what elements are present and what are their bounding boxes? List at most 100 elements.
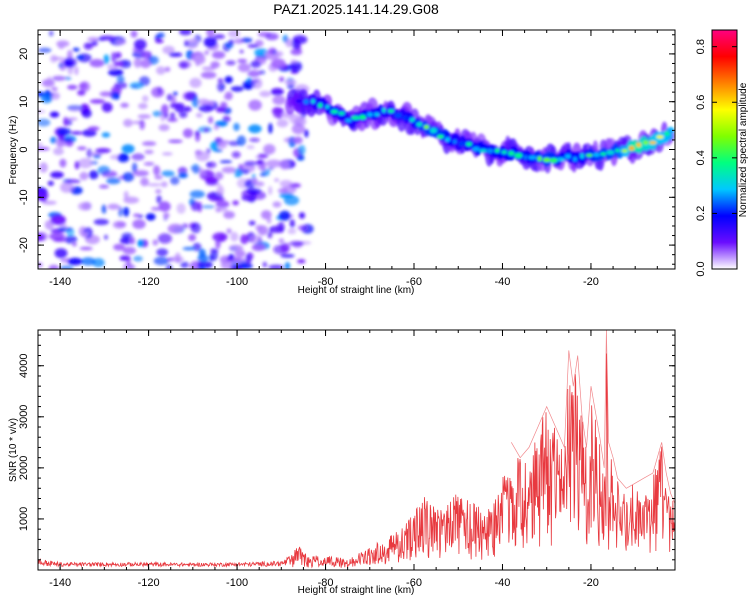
ridge-core <box>330 109 339 114</box>
noise-blob <box>279 76 285 82</box>
noise-blob <box>229 265 243 269</box>
noise-blob <box>122 246 136 255</box>
y-tick-label: 4000 <box>18 354 30 378</box>
ridge-core <box>345 118 352 123</box>
noise-blob <box>216 185 224 197</box>
noise-blob <box>134 39 147 50</box>
noise-blob <box>207 116 214 124</box>
noise-blob <box>245 253 252 265</box>
noise-blob <box>149 55 159 65</box>
ridge-core <box>508 150 515 156</box>
noise-blob <box>200 171 206 176</box>
noise-blob <box>263 144 276 155</box>
noise-blob <box>115 40 127 45</box>
noise-blob <box>117 154 130 163</box>
noise-blob <box>161 181 168 188</box>
noise-blob <box>157 32 165 39</box>
noise-blob <box>101 102 113 113</box>
signal-ridge <box>285 89 675 174</box>
noise-blob <box>240 37 253 43</box>
noise-blob <box>182 128 194 138</box>
noise-blob <box>220 101 228 109</box>
noise-blob <box>48 264 59 269</box>
noise-blob <box>232 257 245 264</box>
noise-blob <box>64 179 81 184</box>
noise-blob <box>297 144 306 156</box>
ridge-core <box>614 148 621 153</box>
noise-blob <box>89 152 104 156</box>
noise-blob <box>227 30 241 38</box>
x-tick-label: -20 <box>583 276 599 288</box>
noise-blob <box>267 231 273 239</box>
noise-blob <box>63 116 69 127</box>
noise-blob <box>112 220 126 229</box>
noise-blob <box>108 68 124 77</box>
noise-blob <box>195 151 210 162</box>
noise-blob <box>137 114 151 119</box>
noise-blob <box>170 176 180 185</box>
noise-blob <box>59 265 74 269</box>
noise-blob <box>158 124 170 132</box>
ridge-core <box>585 153 593 157</box>
noise-blob <box>56 127 72 136</box>
ridge-core <box>542 157 551 163</box>
colorbar-tick-label: 0.8 <box>695 39 707 54</box>
noise-blob <box>38 118 51 127</box>
noise-blob <box>268 122 273 134</box>
ridge-core <box>295 99 303 103</box>
noise-blob <box>114 81 128 89</box>
noise-blob <box>224 76 233 84</box>
x-tick-label: -40 <box>495 577 511 589</box>
noise-blob <box>140 50 152 59</box>
noise-blob <box>290 48 303 56</box>
noise-blob <box>268 185 273 196</box>
noise-blob <box>258 70 266 75</box>
noise-blob <box>139 76 150 86</box>
ridge-core <box>373 112 380 117</box>
noise-blob <box>276 119 289 128</box>
noise-blob <box>168 139 183 143</box>
noise-blob <box>74 66 79 76</box>
noise-blob <box>211 51 226 59</box>
noise-blob <box>280 254 295 258</box>
noise-blob <box>251 243 266 252</box>
noise-blob <box>206 161 217 169</box>
noise-blob <box>265 32 279 41</box>
noise-blob <box>104 234 108 240</box>
ridge-core <box>592 152 600 157</box>
noise-blob <box>222 115 231 123</box>
noise-blob <box>42 200 57 205</box>
noise-blob <box>230 231 239 242</box>
noise-blob <box>189 77 202 88</box>
noise-blob <box>247 79 259 83</box>
noise-blob <box>56 40 70 47</box>
noise-blob <box>67 257 83 266</box>
noise-blob <box>162 45 175 55</box>
noise-blob <box>297 259 306 264</box>
noise-blob <box>262 261 267 268</box>
x-tick-label: -140 <box>49 577 71 589</box>
spectrogram-y-axis-label: Frequency (Hz) <box>8 116 19 185</box>
ridge-core <box>537 156 542 162</box>
noise-blob <box>248 124 262 134</box>
noise-blob <box>156 195 162 204</box>
noise-blob <box>287 228 297 235</box>
noise-blob <box>164 66 171 72</box>
noise-blob <box>166 117 179 122</box>
noise-blob <box>86 148 93 159</box>
noise-blob <box>256 159 264 165</box>
noise-blob <box>163 212 170 219</box>
noise-blob <box>78 82 88 90</box>
noise-blob <box>221 166 236 174</box>
noise-blob <box>182 91 195 101</box>
noise-blob <box>72 242 77 247</box>
noise-blob <box>151 86 165 98</box>
ridge-core <box>636 142 642 148</box>
noise-blob <box>122 172 135 182</box>
noise-blob <box>67 84 78 90</box>
noise-blob <box>200 71 217 79</box>
noise-blob <box>274 178 280 182</box>
ridge-core <box>458 141 465 147</box>
ridge-core <box>523 155 528 160</box>
noise-blob <box>63 57 77 68</box>
